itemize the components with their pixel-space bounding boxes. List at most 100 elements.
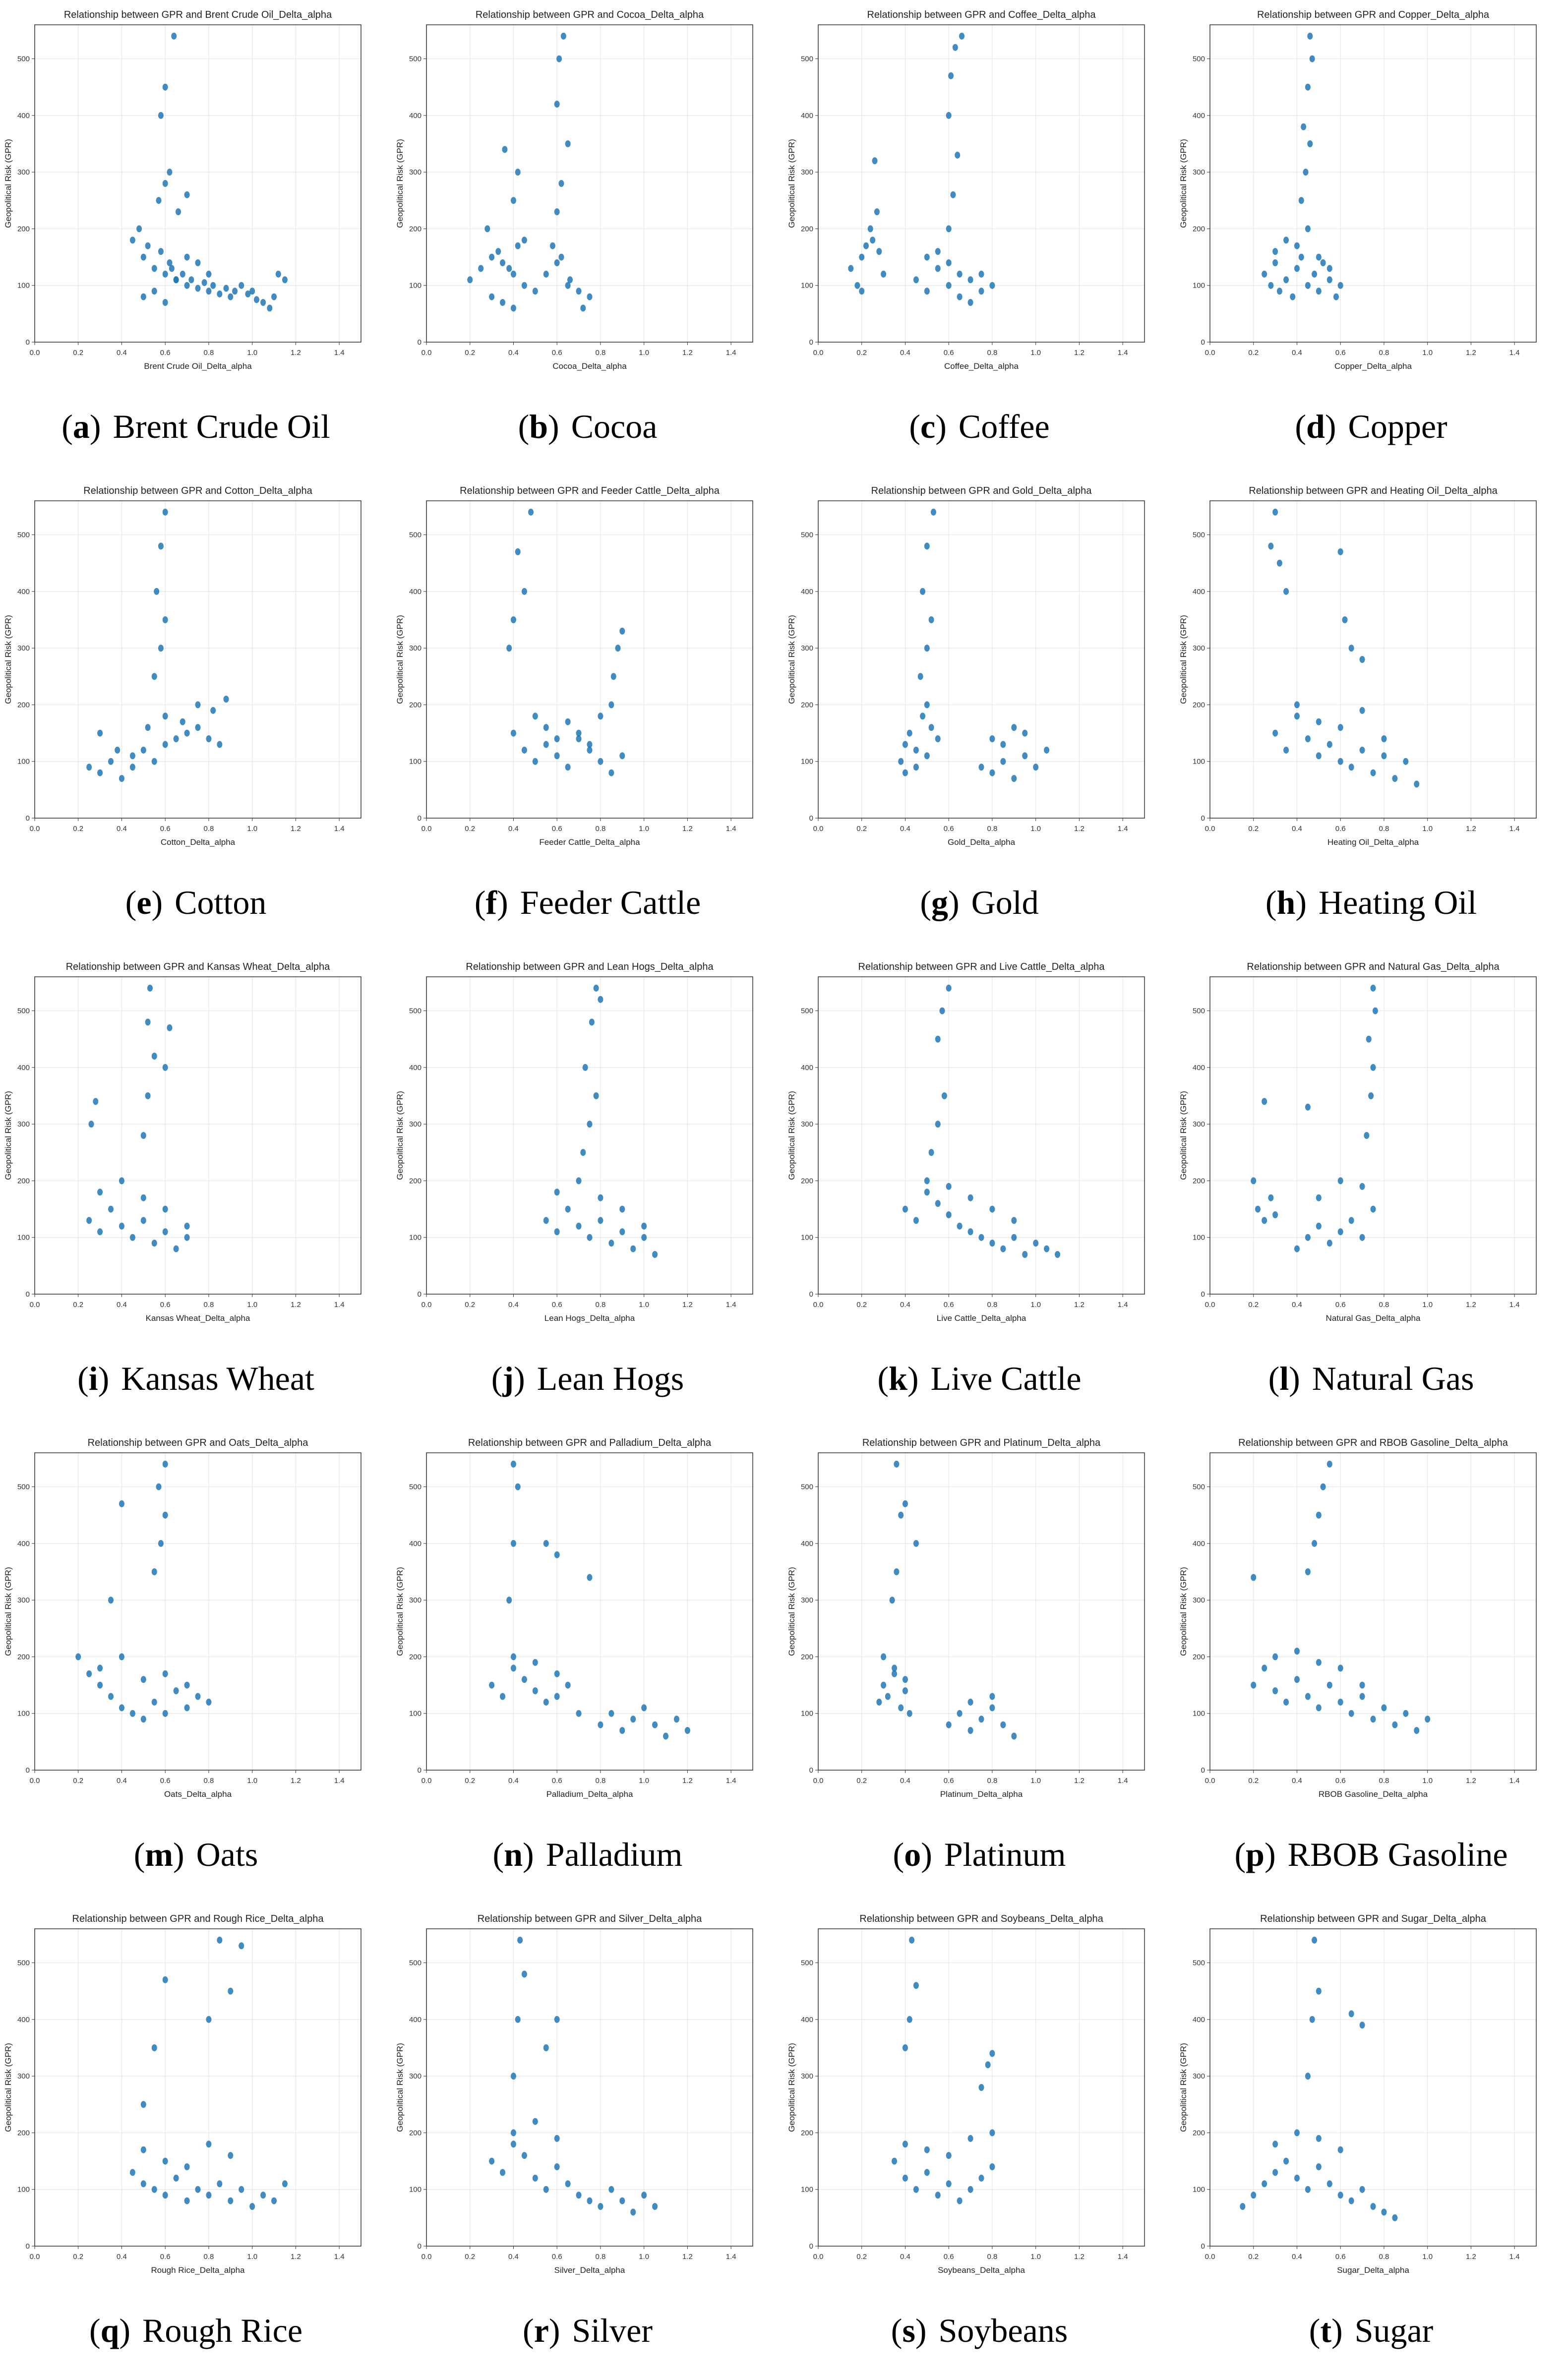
- scatter-point: [935, 735, 941, 742]
- scatter-point: [1272, 1687, 1278, 1694]
- y-tick-label: 0: [1201, 814, 1205, 823]
- scatter-point: [1370, 2203, 1376, 2210]
- scatter-point: [223, 285, 229, 292]
- scatter-point: [267, 304, 273, 312]
- scatter-point: [510, 2073, 516, 2080]
- y-tick-label: 400: [1193, 2016, 1205, 2024]
- y-tick-label: 200: [801, 1177, 813, 1185]
- scatter-point: [902, 2141, 908, 2148]
- x-tick-label: 1.0: [1030, 349, 1041, 357]
- scatter-point: [1333, 293, 1339, 300]
- x-tick-label: 0.4: [117, 2253, 127, 2261]
- scatter-point: [1294, 2174, 1300, 2182]
- scatter-point: [176, 208, 181, 216]
- y-axis-label: Geopolitical Risk (GPR): [787, 1567, 796, 1656]
- scatter-point: [554, 1189, 560, 1196]
- scatter-point: [859, 288, 865, 295]
- scatter-point: [1294, 701, 1300, 709]
- x-tick-label: 0.6: [944, 825, 954, 833]
- scatter-point: [528, 508, 534, 516]
- x-tick-label: 0.6: [1335, 2253, 1346, 2261]
- scatter-point: [206, 270, 212, 278]
- x-tick-label: 1.0: [247, 1301, 257, 1309]
- y-tick-label: 500: [409, 1959, 422, 1967]
- x-tick-label: 1.2: [682, 825, 693, 833]
- scatter-point: [1326, 2180, 1332, 2188]
- panel-caption: (m) Oats: [0, 1820, 392, 1889]
- scatter-point: [1301, 123, 1307, 130]
- scatter-point: [1312, 1936, 1318, 1944]
- scatter-point: [97, 729, 103, 737]
- y-axis-label: Geopolitical Risk (GPR): [787, 139, 796, 228]
- scatter-point: [228, 2152, 234, 2159]
- caption-letter: s: [902, 2311, 915, 2349]
- scatter-point: [1348, 1710, 1354, 1717]
- y-tick-label: 200: [409, 701, 422, 709]
- scatter-point: [630, 1245, 636, 1252]
- scatter-point: [167, 259, 173, 266]
- scatter-point: [515, 169, 521, 176]
- scatter-point: [162, 299, 168, 306]
- scatter-point: [140, 1194, 146, 1201]
- x-tick-label: 0.4: [508, 349, 519, 357]
- panel-caption: (d) Copper: [1175, 392, 1567, 461]
- x-axis-label: Soybeans_Delta_alpha: [938, 2265, 1025, 2275]
- panel-j: Relationship between GPR and Lean Hogs_D…: [392, 952, 784, 1428]
- caption-name: Coffee: [958, 407, 1050, 445]
- scatter-point: [985, 2061, 991, 2069]
- x-tick-label: 0.8: [204, 1777, 214, 1785]
- caption-name: Copper: [1348, 407, 1447, 445]
- scatter-plot-h: Relationship between GPR and Heating Oil…: [1179, 485, 1537, 847]
- x-tick-label: 1.2: [682, 1301, 693, 1309]
- x-tick-label: 0.4: [508, 1777, 519, 1785]
- scatter-point: [115, 746, 121, 754]
- panel-o: Relationship between GPR and Platinum_De…: [784, 1428, 1175, 1904]
- scatter-point: [913, 1217, 919, 1224]
- x-tick-label: 0.0: [30, 825, 40, 833]
- panel-i: Relationship between GPR and Kansas Whea…: [0, 952, 392, 1428]
- scatter-point: [1359, 1681, 1365, 1689]
- scatter-point: [554, 1228, 560, 1236]
- scatter-point: [554, 735, 560, 742]
- scatter-point: [195, 285, 201, 292]
- scatter-point: [86, 764, 92, 771]
- x-tick-label: 0.2: [465, 349, 475, 357]
- x-axis-label: Feeder Cattle_Delta_alpha: [539, 837, 640, 847]
- scatter-point: [924, 2169, 930, 2176]
- caption-paren-close: ): [1295, 883, 1307, 921]
- x-tick-label: 1.2: [1074, 2253, 1085, 2261]
- x-tick-label: 0.8: [204, 1301, 214, 1309]
- scatter-point: [119, 1653, 124, 1661]
- scatter-point: [1000, 1721, 1006, 1728]
- scatter-point: [565, 764, 571, 771]
- scatter-point: [210, 707, 216, 714]
- scatter-point: [1298, 197, 1304, 204]
- x-axis-label: Heating Oil_Delta_alpha: [1327, 837, 1419, 847]
- x-tick-label: 0.4: [508, 825, 519, 833]
- y-tick-label: 300: [17, 1120, 30, 1129]
- scatter-point: [1283, 746, 1289, 754]
- caption-paren-open: (: [1265, 883, 1277, 921]
- x-tick-label: 1.0: [639, 349, 649, 357]
- y-tick-label: 200: [801, 1653, 813, 1661]
- x-tick-label: 1.4: [334, 825, 345, 833]
- scatter-point: [184, 729, 190, 737]
- scatter-plot-q: Relationship between GPR and Rough Rice_…: [3, 1913, 362, 2275]
- scatter-point: [924, 253, 930, 261]
- scatter-point: [913, 1982, 919, 1989]
- caption-paren-close: ): [1289, 1359, 1300, 1397]
- x-tick-label: 1.2: [1466, 349, 1476, 357]
- scatter-point: [1316, 1659, 1322, 1666]
- scatter-point: [1403, 1710, 1409, 1717]
- y-tick-label: 400: [801, 1064, 813, 1072]
- scatter-point: [1294, 1245, 1300, 1252]
- scatter-point: [173, 2174, 179, 2182]
- scatter-point: [510, 616, 516, 623]
- scatter-point: [532, 758, 538, 765]
- scatter-point: [913, 276, 919, 284]
- y-tick-label: 300: [1193, 1596, 1205, 1605]
- scatter-point: [924, 645, 930, 652]
- scatter-point: [510, 2141, 516, 2148]
- panel-e: Relationship between GPR and Cotton_Delt…: [0, 476, 392, 952]
- scatter-plot-i: Relationship between GPR and Kansas Whea…: [3, 961, 362, 1323]
